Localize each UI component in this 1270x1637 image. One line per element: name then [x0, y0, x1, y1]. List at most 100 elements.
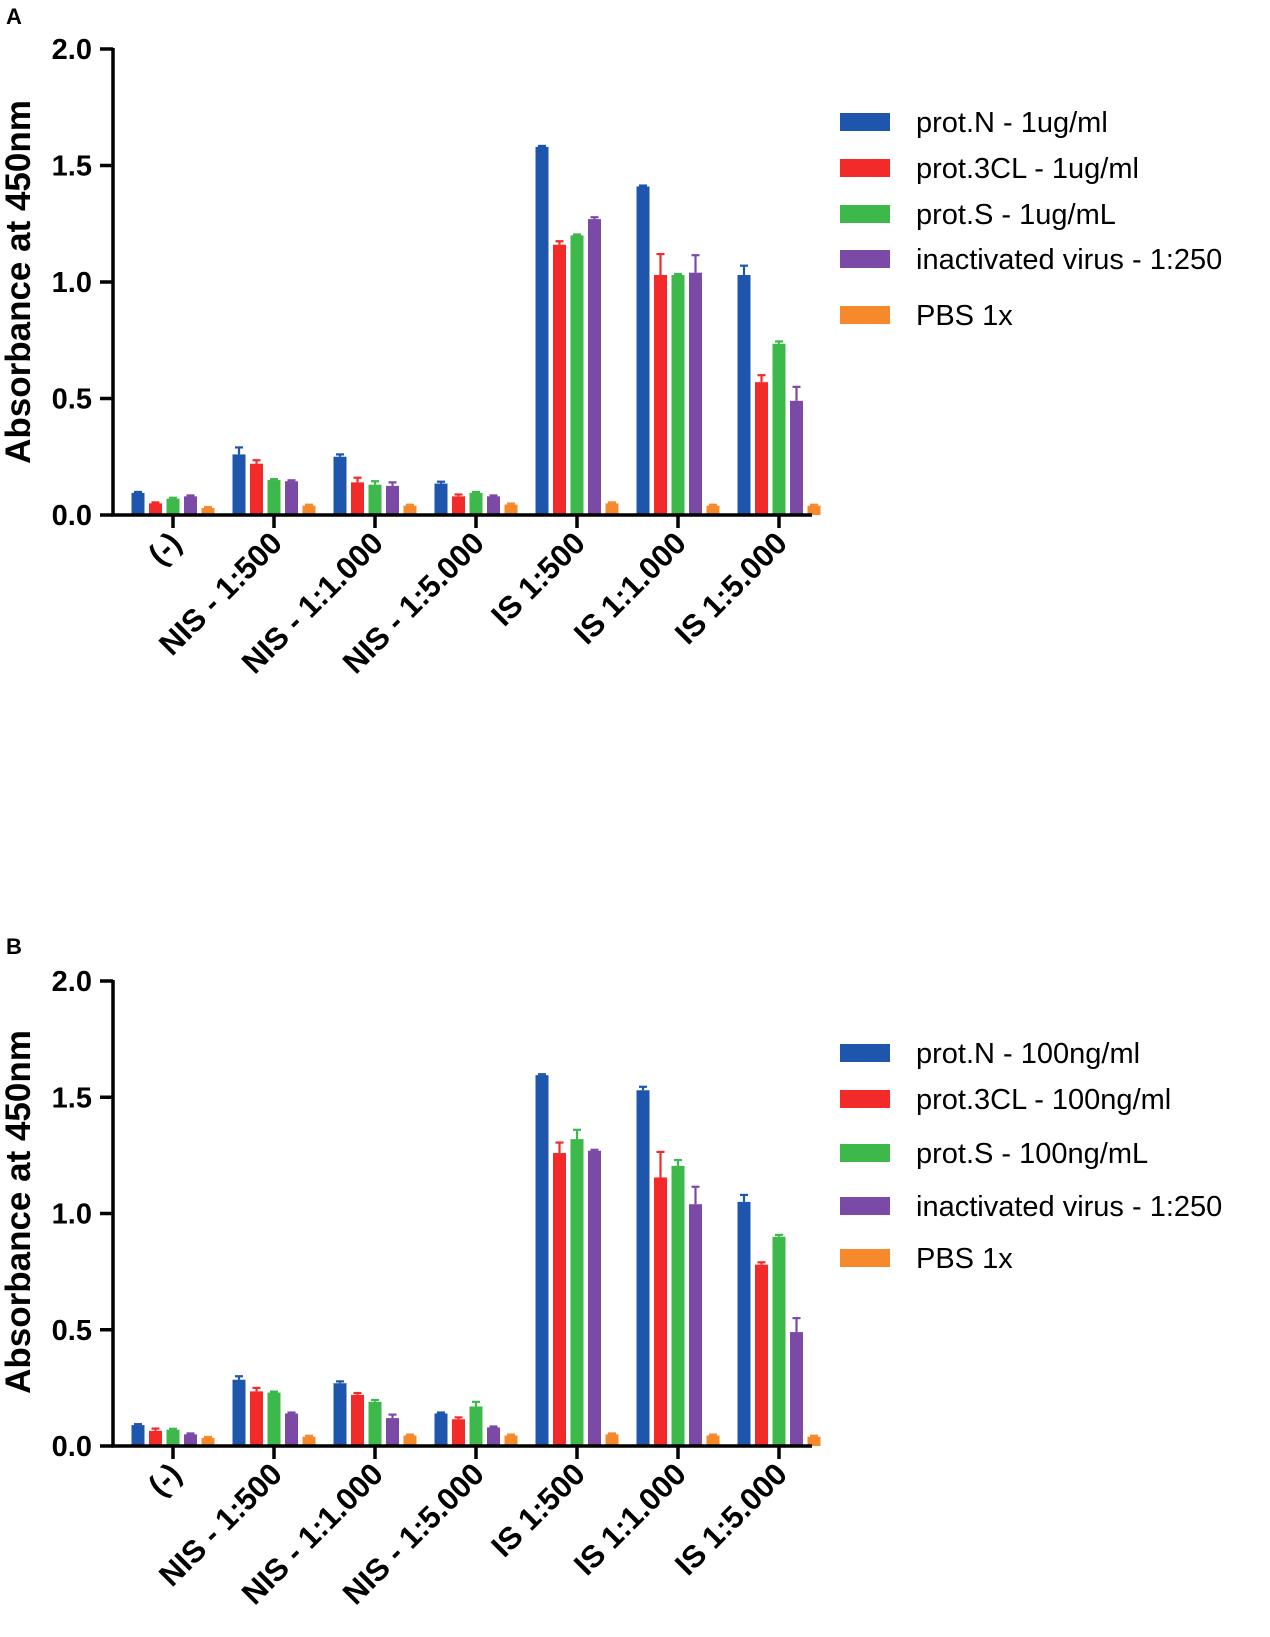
legend-label: PBS 1x: [916, 1243, 1013, 1275]
bar-prot-s-100ng-ml-4: [570, 1139, 584, 1446]
legend-swatch: [840, 306, 890, 324]
legend-swatch: [840, 205, 890, 223]
bar-prot-3cl-100ng-ml-4: [553, 1153, 566, 1446]
bar-pbs-1x-6: [807, 1436, 821, 1446]
bar-inactivated-virus-1-250-1: [285, 1413, 298, 1446]
legend-label: prot.S - 1ug/mL: [916, 199, 1116, 231]
bar-inactivated-virus-1-250-4: [588, 219, 601, 515]
bar-prot-3cl-1ug-ml-4: [553, 244, 566, 515]
bar-prot-n-100ng-ml-6: [737, 1201, 751, 1446]
bar-prot-3cl-1ug-ml-6: [755, 382, 768, 515]
bar-pbs-1x-1: [302, 1436, 316, 1446]
legend-label: prot.3CL - 100ng/ml: [916, 1084, 1171, 1116]
bar-pbs-1x-4: [605, 503, 619, 515]
bar-prot-s-100ng-ml-3: [469, 1406, 483, 1446]
bar-prot-n-1ug-ml-5: [636, 186, 650, 515]
legend-swatch: [840, 250, 890, 268]
bar-pbs-1x-1: [302, 505, 316, 515]
bar-inactivated-virus-1-250-5: [689, 272, 702, 515]
legend-label: prot.S - 100ng/mL: [916, 1138, 1148, 1170]
bar-prot-s-1ug-ml-4: [570, 235, 584, 515]
bar-prot-s-100ng-ml-0: [166, 1429, 180, 1446]
bar-prot-3cl-1ug-ml-5: [654, 275, 667, 515]
bar-prot-3cl-1ug-ml-2: [351, 482, 364, 515]
bar-inactivated-virus-1-250-2: [386, 485, 399, 515]
bar-pbs-1x-6: [807, 505, 821, 515]
bar-prot-s-1ug-ml-1: [267, 480, 281, 515]
legend-swatch: [840, 113, 890, 131]
bar-pbs-1x-0: [201, 1437, 215, 1446]
bar-inactivated-virus-1-250-6: [790, 1332, 803, 1446]
bar-pbs-1x-4: [605, 1434, 619, 1446]
bar-inactivated-virus-1-250-5: [689, 1204, 702, 1446]
bar-prot-n-100ng-ml-4: [535, 1075, 549, 1446]
bar-prot-n-1ug-ml-0: [131, 492, 145, 515]
bar-pbs-1x-0: [201, 508, 215, 515]
y-tick-label: 0.5: [52, 384, 92, 416]
bar-prot-n-1ug-ml-3: [434, 483, 448, 515]
legend-label: inactivated virus - 1:250: [916, 1191, 1222, 1223]
bar-pbs-1x-2: [403, 1435, 417, 1446]
bar-prot-s-100ng-ml-5: [671, 1165, 685, 1446]
bar-prot-3cl-100ng-ml-3: [452, 1419, 465, 1446]
legend-label: prot.N - 1ug/ml: [916, 107, 1108, 139]
y-tick-label: 2.0: [52, 966, 92, 998]
legend-swatch: [840, 1090, 890, 1108]
bar-prot-n-1ug-ml-1: [232, 454, 246, 515]
y-tick-label: 1.5: [52, 151, 92, 183]
bar-inactivated-virus-1-250-0: [184, 496, 197, 515]
bar-pbs-1x-5: [706, 505, 720, 515]
bar-prot-3cl-100ng-ml-1: [250, 1391, 263, 1446]
y-axis-label: Absorbance at 450nm: [0, 100, 38, 464]
y-tick-label: 0.0: [52, 500, 92, 532]
legend-label: inactivated virus - 1:250: [916, 244, 1222, 276]
bar-pbs-1x-3: [504, 504, 518, 515]
bar-prot-n-100ng-ml-0: [131, 1425, 145, 1446]
x-tick-label: (-): [141, 525, 188, 572]
bar-prot-3cl-1ug-ml-1: [250, 463, 263, 515]
bar-inactivated-virus-1-250-3: [487, 1427, 500, 1446]
legend-label: prot.N - 100ng/ml: [916, 1038, 1140, 1070]
bar-pbs-1x-2: [403, 505, 417, 515]
bar-prot-s-1ug-ml-6: [772, 343, 786, 515]
bar-prot-n-100ng-ml-2: [333, 1383, 347, 1446]
y-axis-label: Absorbance at 450nm: [0, 1030, 38, 1394]
panel-a: A Absorbance at 450nm0.00.51.01.52.0(-)N…: [0, 4, 1222, 680]
bar-inactivated-virus-1-250-0: [184, 1434, 197, 1446]
legend-swatch: [840, 1044, 890, 1062]
y-tick-label: 2.0: [52, 34, 92, 66]
bar-prot-n-1ug-ml-4: [535, 146, 549, 516]
bar-prot-s-100ng-ml-2: [368, 1401, 382, 1446]
legend-swatch: [840, 1144, 890, 1162]
bar-prot-n-100ng-ml-1: [232, 1379, 246, 1446]
bar-inactivated-virus-1-250-6: [790, 400, 803, 515]
bar-prot-n-1ug-ml-2: [333, 456, 347, 515]
legend-swatch: [840, 159, 890, 177]
y-tick-label: 0.0: [52, 1431, 92, 1463]
legend-label: PBS 1x: [916, 300, 1013, 332]
bar-pbs-1x-3: [504, 1435, 518, 1446]
bar-inactivated-virus-1-250-2: [386, 1418, 399, 1446]
bar-prot-s-1ug-ml-2: [368, 484, 382, 515]
x-tick-label: (-): [141, 1456, 188, 1503]
bar-prot-3cl-1ug-ml-0: [149, 503, 162, 515]
bar-prot-s-1ug-ml-0: [166, 498, 180, 515]
y-tick-label: 0.5: [52, 1315, 92, 1347]
panel-a-letter: A: [6, 4, 22, 29]
bar-prot-3cl-1ug-ml-3: [452, 496, 465, 515]
bar-prot-n-100ng-ml-5: [636, 1090, 650, 1446]
bar-prot-s-1ug-ml-5: [671, 275, 685, 515]
y-tick-label: 1.0: [52, 1199, 92, 1231]
y-tick-label: 1.0: [52, 267, 92, 299]
bar-prot-3cl-100ng-ml-2: [351, 1394, 364, 1446]
bar-prot-s-1ug-ml-3: [469, 492, 483, 515]
bar-inactivated-virus-1-250-1: [285, 481, 298, 515]
bar-prot-s-100ng-ml-6: [772, 1236, 786, 1446]
panel-b: B Absorbance at 450nm0.00.51.01.52.0(-)N…: [0, 934, 1222, 1611]
bar-prot-n-100ng-ml-3: [434, 1413, 448, 1446]
bar-inactivated-virus-1-250-4: [588, 1150, 601, 1446]
bar-pbs-1x-5: [706, 1435, 720, 1446]
y-tick-label: 1.5: [52, 1082, 92, 1114]
legend-swatch: [840, 1249, 890, 1267]
